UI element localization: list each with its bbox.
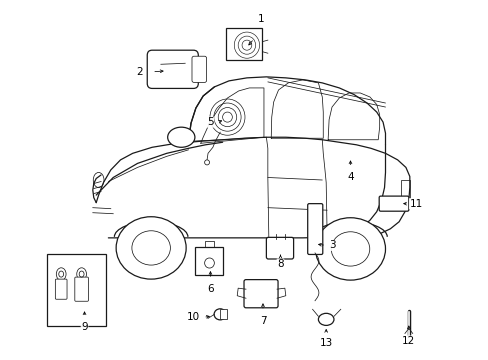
Text: 12: 12 bbox=[402, 336, 415, 346]
Text: 7: 7 bbox=[259, 316, 266, 326]
Ellipse shape bbox=[77, 268, 86, 280]
Ellipse shape bbox=[56, 268, 66, 280]
Ellipse shape bbox=[318, 313, 333, 325]
Text: 5: 5 bbox=[207, 117, 213, 127]
FancyBboxPatch shape bbox=[192, 56, 206, 82]
Text: 3: 3 bbox=[328, 240, 335, 251]
FancyBboxPatch shape bbox=[266, 237, 293, 259]
Text: 4: 4 bbox=[346, 172, 353, 183]
Bar bbox=[400, 180, 409, 198]
FancyBboxPatch shape bbox=[55, 279, 67, 299]
Text: 9: 9 bbox=[81, 323, 88, 332]
Ellipse shape bbox=[214, 309, 226, 320]
Ellipse shape bbox=[167, 127, 195, 147]
FancyBboxPatch shape bbox=[147, 50, 198, 89]
Text: 6: 6 bbox=[207, 284, 213, 294]
Text: 8: 8 bbox=[277, 259, 283, 269]
Ellipse shape bbox=[204, 160, 209, 165]
FancyBboxPatch shape bbox=[225, 28, 262, 60]
Ellipse shape bbox=[315, 218, 385, 280]
FancyBboxPatch shape bbox=[195, 247, 223, 275]
Text: 11: 11 bbox=[408, 199, 422, 209]
FancyBboxPatch shape bbox=[75, 277, 88, 301]
Polygon shape bbox=[220, 309, 227, 319]
Ellipse shape bbox=[116, 217, 186, 279]
Text: 13: 13 bbox=[319, 338, 332, 347]
FancyBboxPatch shape bbox=[378, 196, 408, 211]
FancyBboxPatch shape bbox=[244, 280, 278, 308]
Bar bbox=[46, 255, 106, 326]
Text: 1: 1 bbox=[258, 14, 264, 24]
FancyBboxPatch shape bbox=[307, 204, 322, 255]
Text: 2: 2 bbox=[136, 67, 143, 77]
Text: 10: 10 bbox=[186, 312, 199, 322]
